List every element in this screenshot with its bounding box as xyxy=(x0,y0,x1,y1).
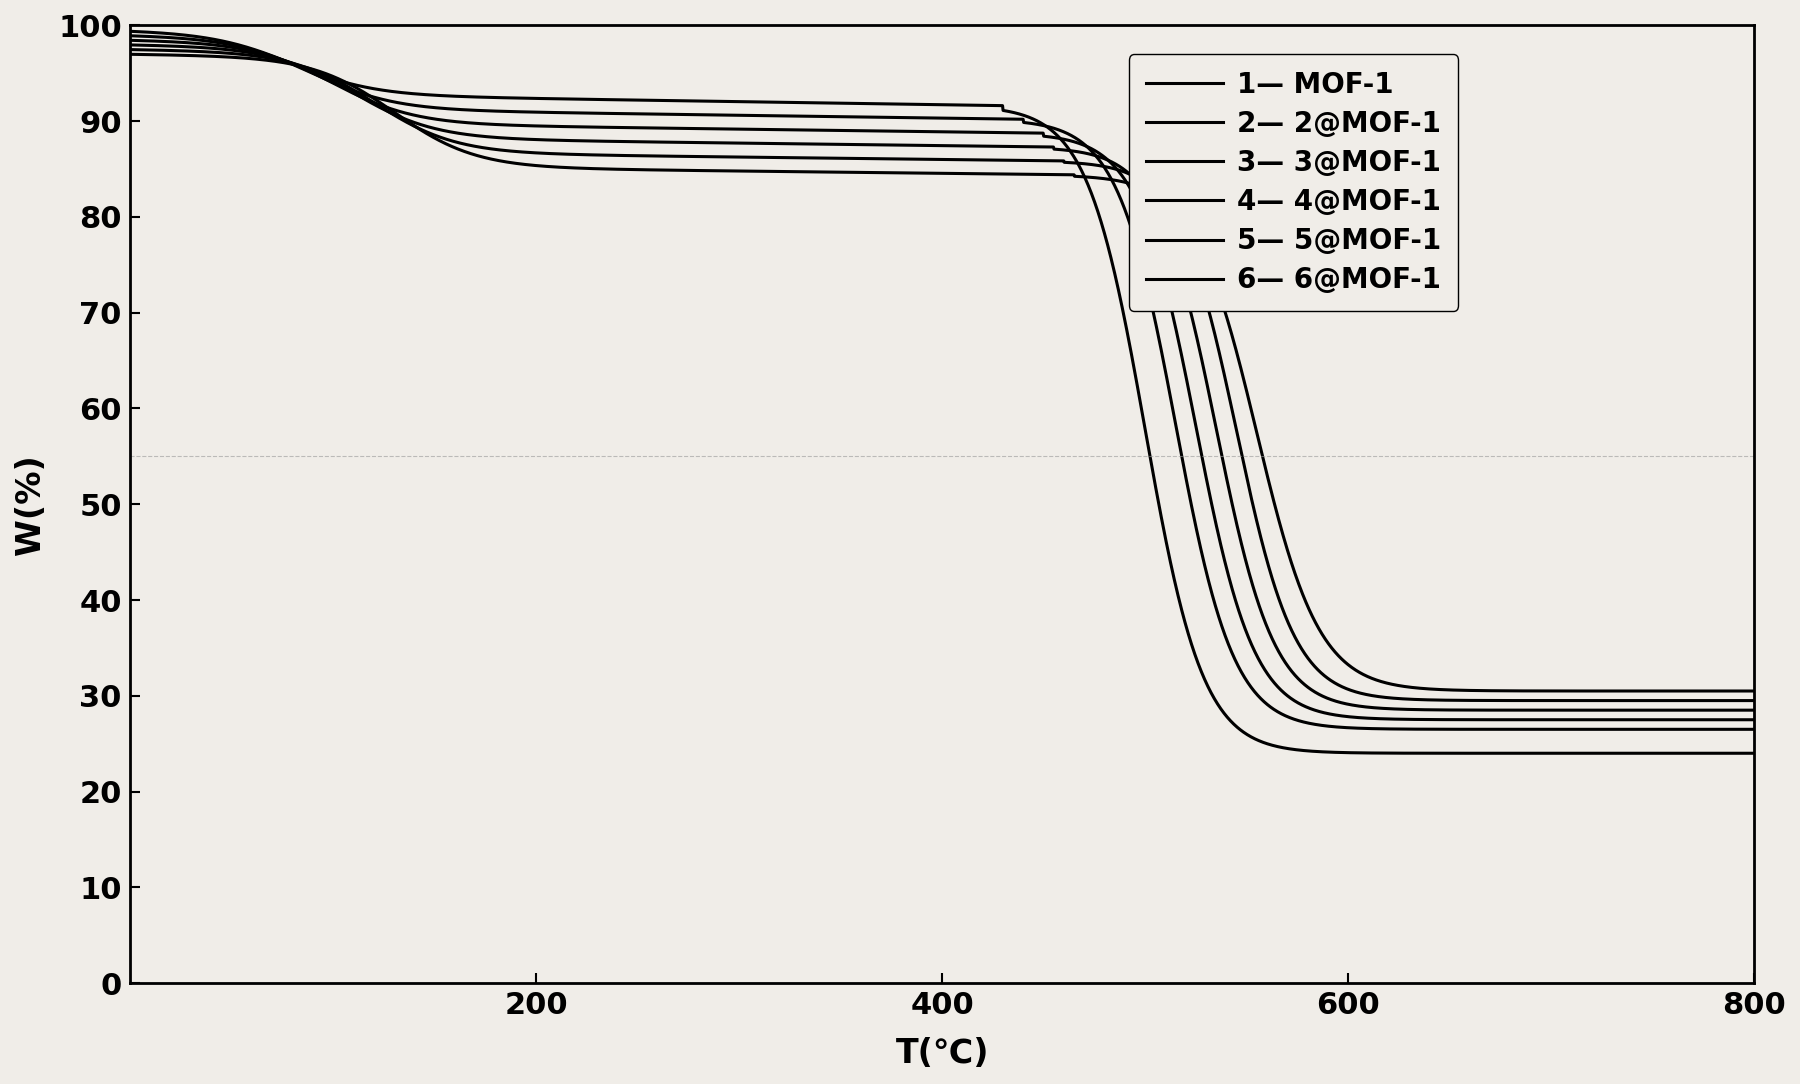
Legend: 1— MOF-1, 2— 2@MOF-1, 3— 3@MOF-1, 4— 4@MOF-1, 5— 5@MOF-1, 6— 6@MOF-1: 1— MOF-1, 2— 2@MOF-1, 3— 3@MOF-1, 4— 4@M… xyxy=(1129,54,1458,311)
1— MOF-1 xyxy=(1744,747,1766,760)
6— 6@MOF-1 xyxy=(742,165,763,178)
3— 3@MOF-1 xyxy=(119,34,140,47)
6— 6@MOF-1 xyxy=(1744,684,1766,697)
6— 6@MOF-1 xyxy=(119,48,140,61)
3— 3@MOF-1 xyxy=(401,108,423,121)
Line: 1— MOF-1: 1— MOF-1 xyxy=(130,31,1755,753)
5— 5@MOF-1 xyxy=(1537,694,1559,707)
Line: 4— 4@MOF-1: 4— 4@MOF-1 xyxy=(130,44,1755,710)
3— 3@MOF-1 xyxy=(1712,713,1733,726)
3— 3@MOF-1 xyxy=(812,124,833,137)
2— 2@MOF-1 xyxy=(812,109,833,122)
3— 3@MOF-1 xyxy=(1537,713,1559,726)
6— 6@MOF-1 xyxy=(304,64,326,77)
5— 5@MOF-1 xyxy=(1712,694,1733,707)
5— 5@MOF-1 xyxy=(1744,694,1766,707)
4— 4@MOF-1 xyxy=(1537,704,1559,717)
2— 2@MOF-1 xyxy=(742,109,763,122)
4— 4@MOF-1 xyxy=(742,137,763,150)
X-axis label: T(℃): T(℃) xyxy=(895,1037,988,1070)
3— 3@MOF-1 xyxy=(1744,713,1766,726)
2— 2@MOF-1 xyxy=(1537,723,1559,736)
Line: 5— 5@MOF-1: 5— 5@MOF-1 xyxy=(130,50,1755,700)
1— MOF-1 xyxy=(1537,747,1559,760)
5— 5@MOF-1 xyxy=(742,151,763,164)
1— MOF-1 xyxy=(812,96,833,109)
4— 4@MOF-1 xyxy=(304,66,326,79)
4— 4@MOF-1 xyxy=(812,138,833,151)
6— 6@MOF-1 xyxy=(1712,684,1733,697)
4— 4@MOF-1 xyxy=(1712,704,1733,717)
5— 5@MOF-1 xyxy=(401,118,423,131)
Line: 2— 2@MOF-1: 2— 2@MOF-1 xyxy=(130,36,1755,730)
Y-axis label: W(%): W(%) xyxy=(14,454,47,555)
6— 6@MOF-1 xyxy=(812,166,833,179)
3— 3@MOF-1 xyxy=(304,67,326,80)
2— 2@MOF-1 xyxy=(401,99,423,112)
6— 6@MOF-1 xyxy=(401,118,423,131)
1— MOF-1 xyxy=(1712,747,1733,760)
5— 5@MOF-1 xyxy=(119,43,140,56)
4— 4@MOF-1 xyxy=(401,115,423,128)
5— 5@MOF-1 xyxy=(304,64,326,77)
1— MOF-1 xyxy=(119,25,140,38)
4— 4@MOF-1 xyxy=(1744,704,1766,717)
2— 2@MOF-1 xyxy=(1712,723,1733,736)
2— 2@MOF-1 xyxy=(1744,723,1766,736)
2— 2@MOF-1 xyxy=(304,68,326,81)
6— 6@MOF-1 xyxy=(1537,684,1559,697)
1— MOF-1 xyxy=(401,87,423,100)
Line: 3— 3@MOF-1: 3— 3@MOF-1 xyxy=(130,40,1755,720)
5— 5@MOF-1 xyxy=(812,152,833,165)
1— MOF-1 xyxy=(742,95,763,108)
4— 4@MOF-1 xyxy=(119,38,140,51)
3— 3@MOF-1 xyxy=(742,122,763,136)
2— 2@MOF-1 xyxy=(119,29,140,42)
1— MOF-1 xyxy=(304,66,326,79)
Line: 6— 6@MOF-1: 6— 6@MOF-1 xyxy=(130,54,1755,691)
